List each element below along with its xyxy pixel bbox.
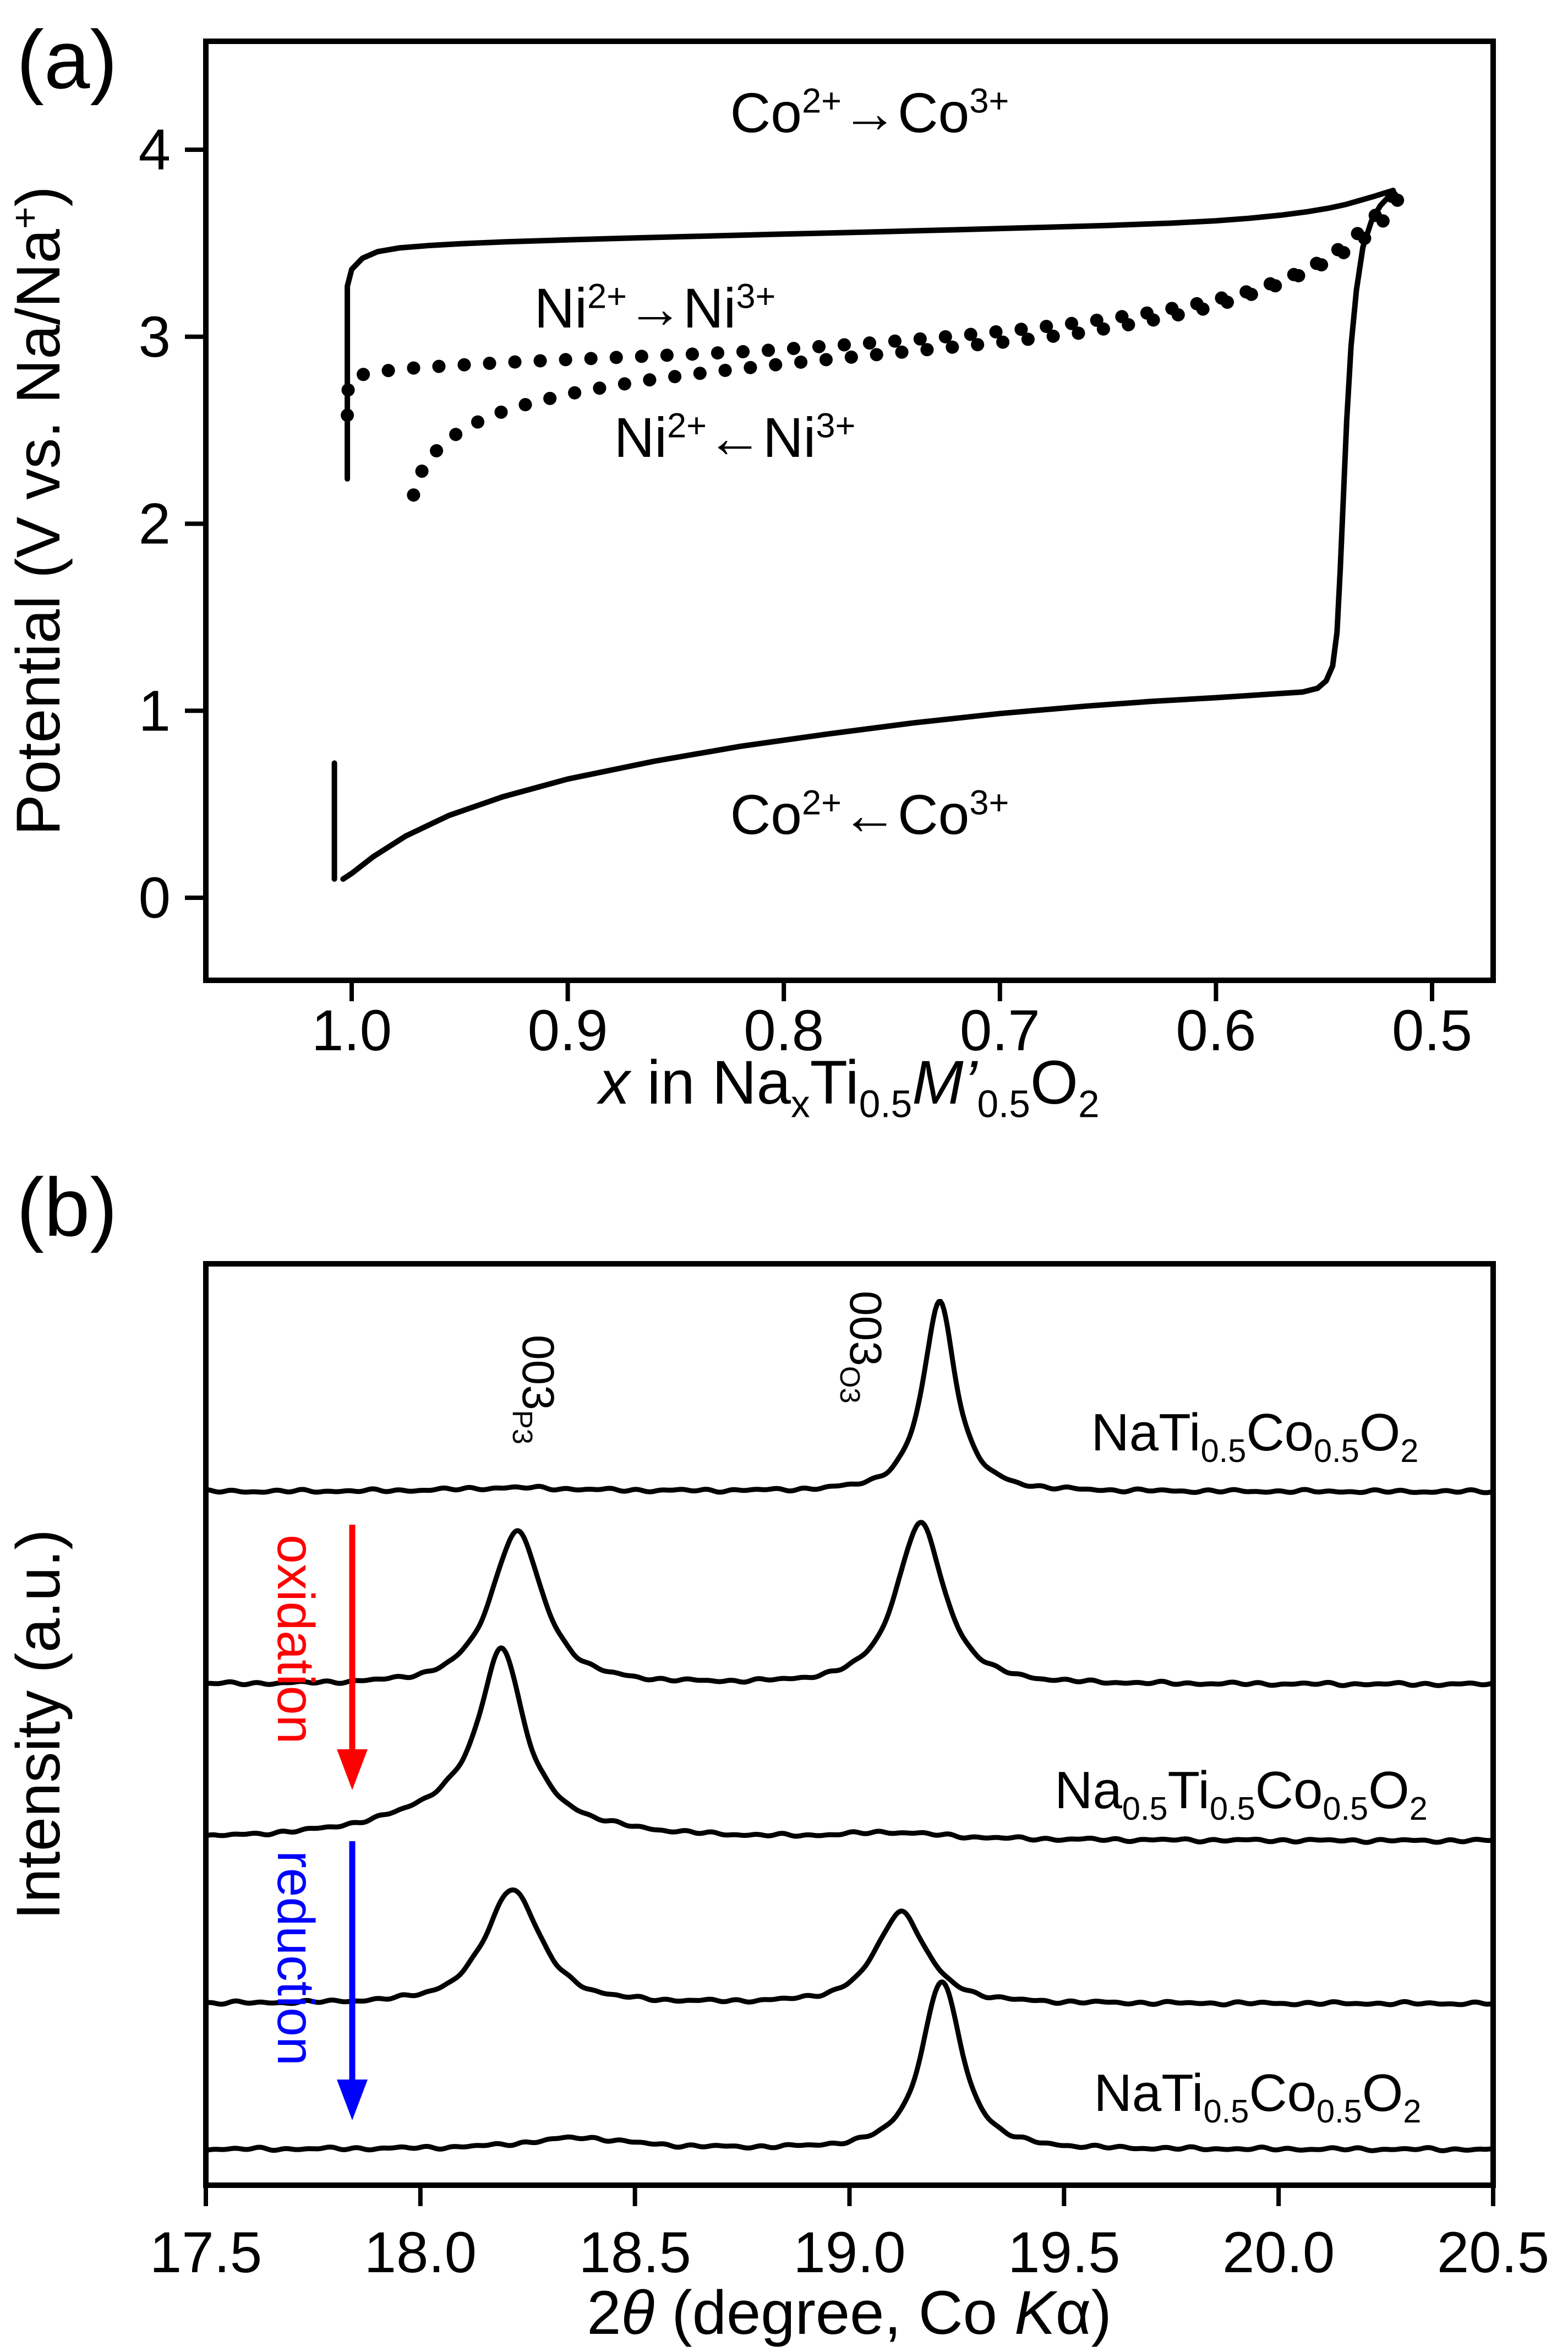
xrd-trace-reduction-mid [205,1887,1494,2007]
sample-label-pristine: NaTi0.5Co0.5O2 [1091,1403,1418,1469]
annotation-co-oxidation: Co2+→Co3+ [730,81,1009,144]
annotation-co-reduction: Co2+←Co3+ [730,783,1009,846]
curve-4-dotted [403,193,1405,520]
sample-label-charged: Na0.5Ti0.5Co0.5O2 [1055,1761,1428,1827]
panel-a-x-tick-label: 0.9 [528,998,608,1063]
oxidation-arrow [337,1525,368,1790]
oxidation-label: oxidation [266,1535,325,1744]
panel-b-traces [205,1298,1494,2153]
panel-a-plot-box [203,39,1496,983]
panel-b-x-ticks: 17.5 18.0 18.5 19.0 19.5 20.0 20.5 [150,2185,1549,2285]
peak-label-003-p3: 003P3 [507,1335,563,1444]
panel-a-xlabel: x in NaxTi0.5M’0.5O2 [596,1048,1099,1126]
curve-0-solid [345,188,1396,482]
reduction-arrow [337,1841,368,2120]
panel-a-curves [331,187,1405,882]
panel-a-y-tick-label: 3 [139,305,171,369]
panel-b-x-tick-label: 19.5 [1008,2220,1120,2285]
panel-a-x-ticks: 1.0 0.9 0.8 0.7 0.6 0.5 [312,980,1472,1063]
annotation-ni-reduction: Ni2+←Ni3+ [614,406,856,469]
panel-a-x-tick-label: 0.8 [744,998,824,1063]
curve-1-solid [340,188,1396,882]
sample-label-discharged: NaTi0.5Co0.5O2 [1094,2064,1421,2130]
panel-b-tag: (b) [17,1161,117,1253]
panel-a-y-tick-label: 1 [139,679,171,743]
panel-a-x-tick-label: 0.7 [960,998,1040,1063]
panel-a-y-tick-label: 0 [139,866,171,930]
panel-a-ylabel: Potential (V vs. Na/Na+) [3,186,73,836]
reduction-label: reduction [266,1851,325,2066]
panel-b-x-tick-label: 20.0 [1222,2220,1335,2285]
xrd-trace-pristine [205,1298,1494,1496]
xrd-trace-oxidation-mid [205,1520,1494,1688]
panel-a-y-ticks: 4 3 2 1 0 [139,118,206,930]
panel-a-x-tick-label: 0.6 [1176,998,1256,1063]
panel-a-y-tick-label: 4 [139,118,171,182]
panel-b-ylabel: Intensity (a.u.) [4,1529,73,1920]
panel-a-x-tick-label: 1.0 [312,998,392,1063]
panel-a-tag: (a) [17,13,117,106]
panel-a-y-tick-label: 2 [139,492,171,556]
annotation-ni-oxidation: Ni2+→Ni3+ [534,277,776,340]
xrd-trace-discharged [205,1979,1494,2153]
panel-b-xlabel: 2θ (degree, Co Kα) [587,2278,1112,2347]
panel-b-x-tick-label: 18.0 [364,2220,477,2285]
curve-3-dotted [341,187,1401,422]
panel-b-x-tick-label: 17.5 [150,2220,262,2285]
panel-a-x-tick-label: 0.5 [1392,998,1472,1063]
peak-label-003-o3: 003O3 [834,1291,890,1404]
xrd-trace-charged [205,1645,1494,1845]
panel-b-x-tick-label: 18.5 [578,2220,691,2285]
panel-b-x-tick-label: 20.5 [1437,2220,1549,2285]
panel-b-x-tick-label: 19.0 [793,2220,905,2285]
